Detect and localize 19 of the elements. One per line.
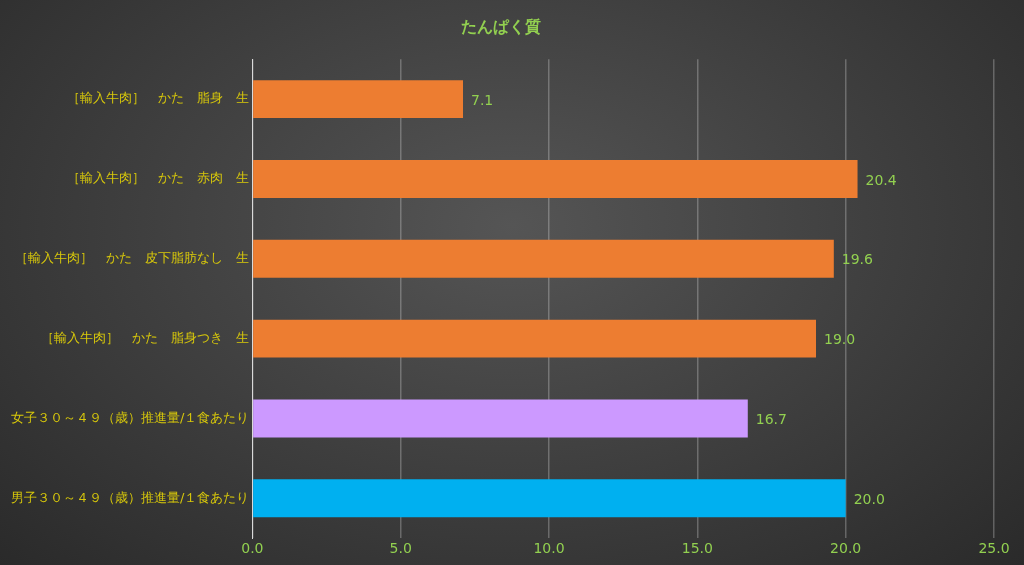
x-tick-label: 10.0 — [533, 540, 565, 557]
x-tick-label: 15.0 — [681, 540, 713, 557]
y-tick-label: ［輸入牛肉］ かた 脂身 生 — [67, 90, 250, 106]
data-label: 16.7 — [755, 411, 787, 428]
x-tick-label: 20.0 — [830, 540, 862, 557]
y-tick-label: ［輸入牛肉］ かた 赤肉 生 — [67, 170, 250, 186]
y-tick-label: ［輸入牛肉］ かた 脂身つき 生 — [41, 329, 250, 345]
x-tick-label: 0.0 — [241, 540, 264, 557]
y-tick-label: ［輸入牛肉］ かた 皮下脂肪なし 生 — [15, 250, 250, 266]
x-tick-label: 25.0 — [978, 540, 1010, 557]
data-label: 19.0 — [824, 331, 856, 348]
y-tick-label: 女子３０～４９（歳）推進量/１食あたり — [10, 409, 250, 425]
data-label: 7.1 — [471, 91, 494, 108]
data-label: 19.6 — [841, 251, 874, 268]
x-tick-label: 5.0 — [389, 540, 412, 557]
y-tick-label: 男子３０～４９（歳）推進量/１食あたり — [10, 489, 250, 505]
data-label: 20.4 — [865, 171, 897, 188]
chart-title: たんぱく質 — [461, 16, 541, 36]
data-label: 20.0 — [853, 490, 885, 507]
